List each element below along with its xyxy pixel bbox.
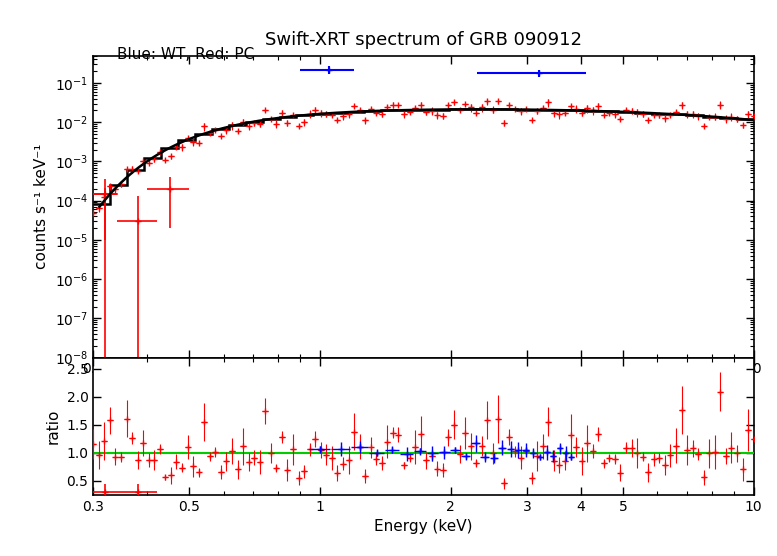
- Text: Swift-XRT spectrum of GRB 090912: Swift-XRT spectrum of GRB 090912: [265, 31, 582, 48]
- Y-axis label: counts s⁻¹ keV⁻¹: counts s⁻¹ keV⁻¹: [34, 144, 49, 269]
- Y-axis label: ratio: ratio: [46, 409, 61, 444]
- Text: Blue: WT, Red: PC: Blue: WT, Red: PC: [117, 47, 254, 62]
- X-axis label: Energy (keV): Energy (keV): [375, 519, 472, 534]
